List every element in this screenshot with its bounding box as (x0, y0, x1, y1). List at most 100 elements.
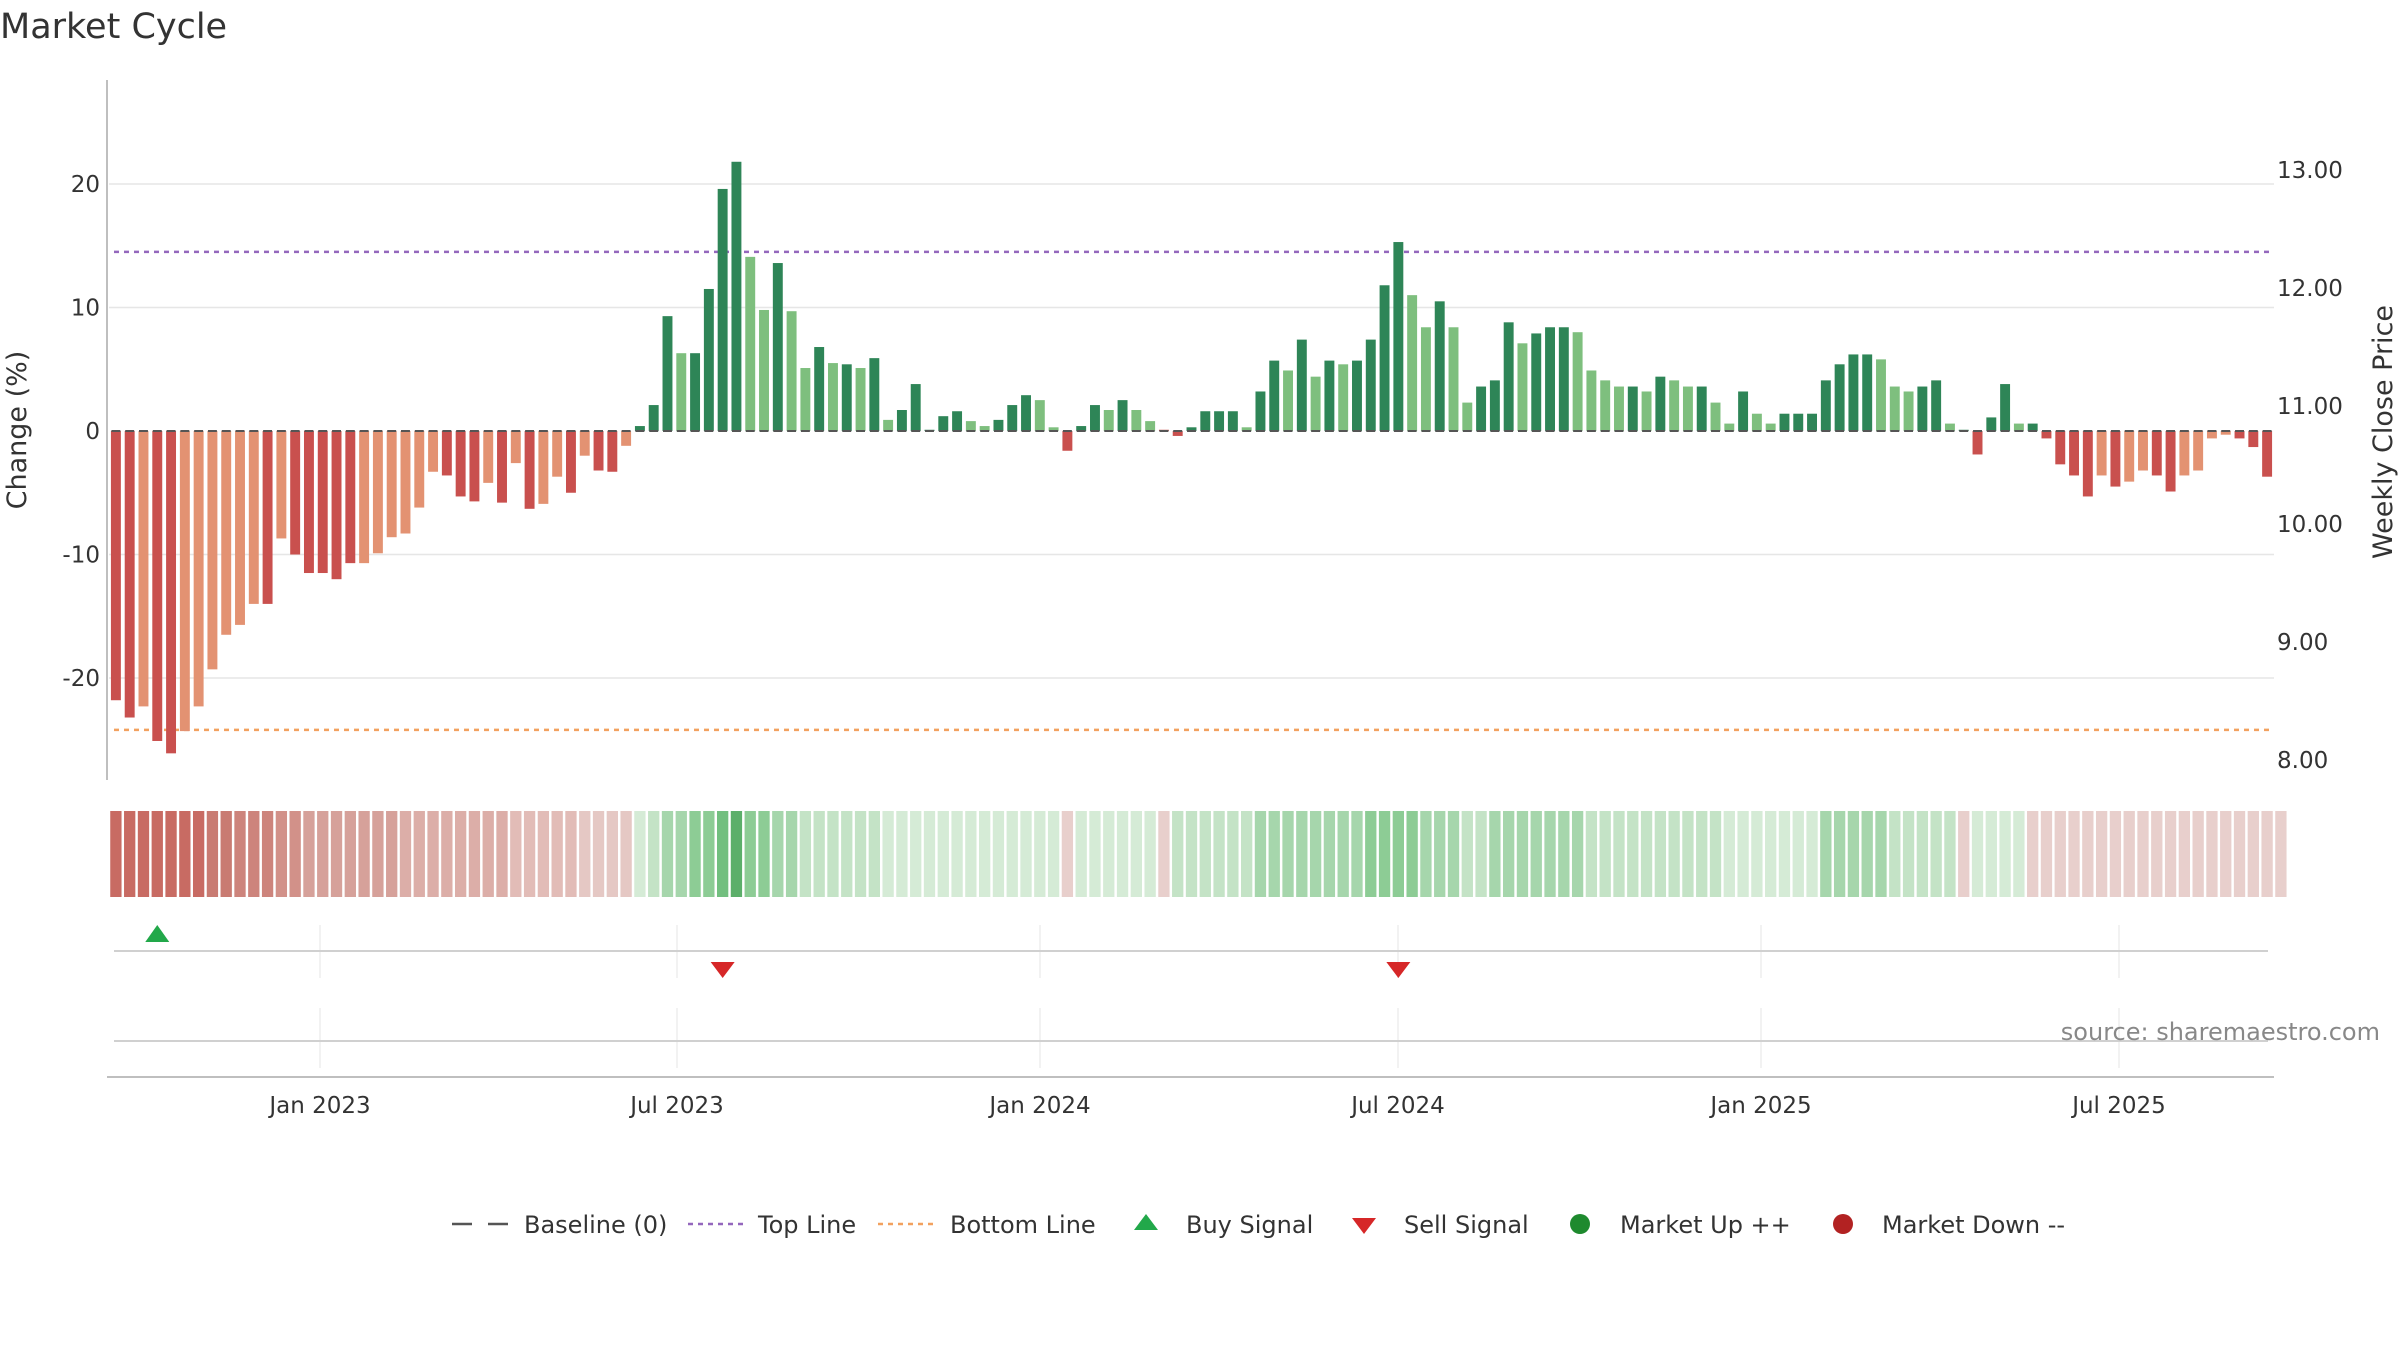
bar (510, 431, 521, 464)
bar (124, 431, 135, 718)
bar (952, 411, 963, 431)
y-tick-label: 20 (71, 172, 100, 198)
heat-cell (1709, 811, 1722, 897)
heat-cell (2220, 811, 2232, 897)
bar (593, 431, 604, 471)
heat-cell (1323, 811, 1336, 897)
legend-sell-signal-label: Sell Signal (1404, 1211, 1529, 1239)
heat-cell (1130, 811, 1142, 897)
heat-cell (2233, 811, 2246, 897)
bar (1489, 380, 1500, 431)
bar (690, 353, 701, 431)
bar (303, 431, 314, 574)
heat-cell (551, 811, 563, 897)
legend-baseline-label: Baseline (0) (524, 1211, 667, 1239)
y2-tick-label: 8.00 (2277, 748, 2328, 774)
bar (152, 431, 163, 741)
bar (676, 353, 687, 431)
heat-cell (1668, 811, 1680, 897)
heat-cell (1103, 811, 1115, 897)
heat-cell (1696, 811, 1708, 897)
bar (883, 419, 894, 431)
sell-signal-marker (710, 962, 735, 978)
bar (359, 431, 370, 564)
y2-tick-label: 11.00 (2277, 394, 2343, 420)
heat-cell (1309, 811, 1322, 897)
heat-cell (1902, 811, 1915, 897)
heat-cell (1958, 811, 1970, 897)
heat-cell (2206, 811, 2218, 897)
bar (1117, 400, 1128, 431)
heat-cell (137, 811, 150, 897)
heat-cell (523, 811, 536, 897)
heat-cell (372, 811, 384, 897)
heat-cell (496, 811, 508, 897)
heat-cell (1254, 811, 1267, 897)
bar (179, 431, 190, 732)
bar (1545, 327, 1555, 431)
bar (1917, 386, 1928, 431)
bar (1641, 391, 1652, 431)
bar (1903, 391, 1914, 431)
heat-cell (1916, 811, 1929, 897)
heat-cell (2109, 811, 2122, 897)
heat-cell (2082, 811, 2094, 897)
heat-cell (1089, 811, 1101, 897)
heat-cell (454, 811, 467, 897)
bar (193, 431, 204, 707)
bar (1503, 322, 1514, 431)
x-tick-label: Jan 2023 (267, 1093, 370, 1119)
heat-cell (1530, 811, 1542, 897)
heat-cell (1075, 811, 1087, 897)
x-tick-label: Jul 2025 (2070, 1093, 2166, 1119)
bar (1586, 370, 1597, 431)
heat-cell (1599, 811, 1611, 897)
heat-cell (841, 811, 853, 897)
heat-cell (937, 811, 949, 897)
y2-tick-label: 13.00 (2277, 158, 2343, 184)
bar (1434, 301, 1445, 431)
heat-cell (1378, 811, 1391, 897)
legend-top-line-label: Top Line (757, 1211, 856, 1239)
bar (717, 188, 728, 431)
heat-cell (634, 811, 646, 897)
bar (979, 426, 990, 431)
bar (262, 431, 273, 604)
bar (1710, 402, 1721, 431)
bar (1448, 327, 1459, 431)
heat-cell (2137, 811, 2149, 897)
bar (1724, 423, 1735, 431)
bar (1214, 411, 1225, 431)
bar (1931, 380, 1942, 431)
bar (1103, 410, 1114, 431)
bar (634, 426, 645, 431)
bar (1517, 343, 1528, 431)
bar (759, 309, 769, 431)
heat-cell (1585, 811, 1598, 897)
bar (1379, 285, 1390, 431)
bar (538, 431, 549, 504)
bar (2165, 431, 2176, 492)
heat-cell (2040, 811, 2053, 897)
bar (166, 431, 177, 754)
bar (372, 431, 383, 554)
heat-cell (1475, 811, 1487, 897)
axes: 20 10 0 -10 -20 13.00 12.00 11.00 10.00 9.00 8.00 (62, 80, 2343, 780)
heat-cell (1296, 811, 1308, 897)
legend-market-up-marker (1570, 1214, 1590, 1234)
chart-title: Market Cycle (0, 7, 227, 47)
heat-cell (1516, 811, 1529, 897)
bar (1889, 386, 1900, 431)
heat-cell (358, 811, 370, 897)
heat-cell (965, 811, 977, 897)
bar (1034, 400, 1045, 431)
heat-cell (1282, 811, 1294, 897)
heat-cell (1627, 811, 1639, 897)
bar (1227, 411, 1238, 431)
bar (2220, 431, 2231, 435)
bar (2055, 431, 2066, 465)
heat-cell (1944, 811, 1956, 897)
bar (428, 431, 439, 472)
heat-cell (1861, 811, 1873, 897)
bar (469, 431, 480, 502)
